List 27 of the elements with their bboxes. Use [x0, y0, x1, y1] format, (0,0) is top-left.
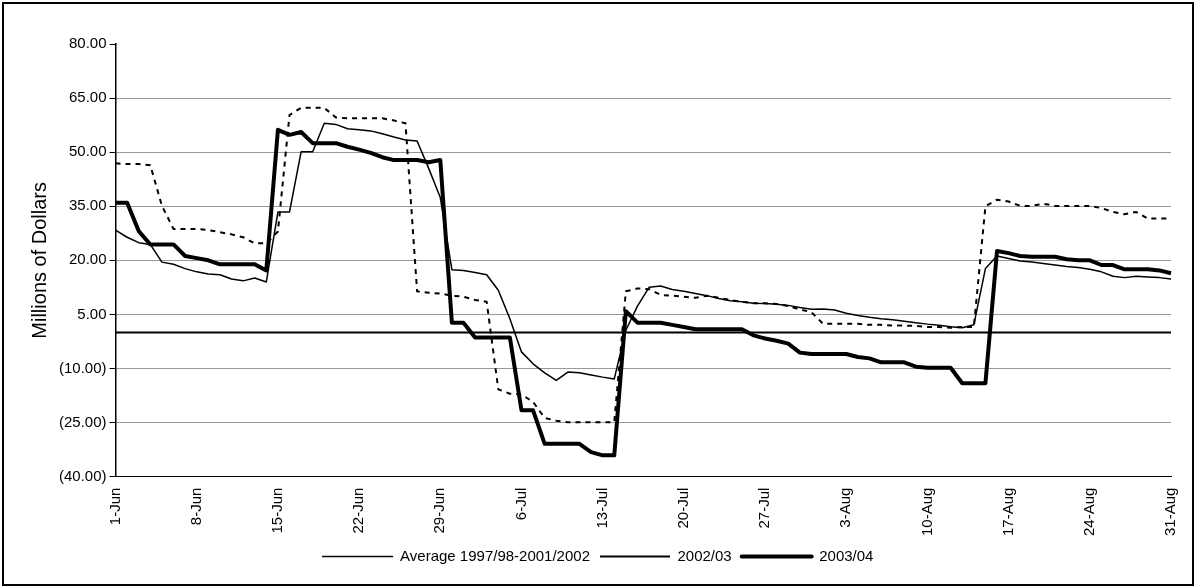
- x-tick-label: 31-Aug: [1161, 487, 1179, 537]
- x-tick-label: 22-Jun: [349, 487, 367, 534]
- y-tick-label: 50.00: [68, 142, 107, 160]
- x-tick-label: 6-Jul: [511, 487, 529, 521]
- legend-label: 2002/03: [677, 546, 732, 564]
- y-tick-label: (10.00): [59, 358, 107, 376]
- y-tick-label: 20.00: [68, 250, 107, 268]
- y-tick-label: (40.00): [59, 466, 107, 484]
- y-tick-label: 5.00: [77, 304, 107, 322]
- x-tick-label: 20-Jul: [674, 487, 691, 529]
- x-tick-label: 15-Jun: [268, 487, 286, 534]
- x-tick-label: 13-Jul: [592, 487, 610, 529]
- x-tick-label: 29-Jun: [430, 487, 448, 534]
- y-tick-label: (25.00): [59, 412, 107, 430]
- y-tick-label: 65.00: [68, 88, 107, 106]
- x-tick-label: 1-Jun: [105, 487, 123, 526]
- legend-label: 2003/04: [819, 546, 874, 564]
- x-tick-label: 27-Jul: [755, 487, 773, 529]
- legend-label: Average 1997/98-2001/2002: [400, 546, 590, 564]
- x-tick-label: 10-Aug: [917, 487, 935, 537]
- x-tick-label: 8-Jun: [186, 487, 204, 526]
- y-tick-label: 35.00: [68, 196, 107, 214]
- x-tick-label: 3-Aug: [836, 487, 854, 528]
- x-tick-label: 24-Aug: [1079, 487, 1097, 537]
- y-tick-label: 80.00: [68, 34, 107, 52]
- x-tick-label: 17-Aug: [998, 487, 1016, 537]
- y-axis-title: Millions of Dollars: [27, 181, 50, 339]
